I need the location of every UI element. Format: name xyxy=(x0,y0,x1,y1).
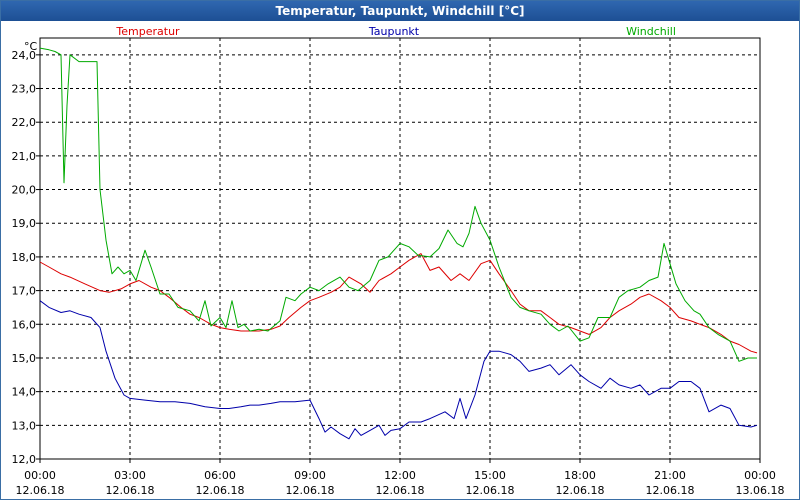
x-tick-date-label: 12.06.18 xyxy=(286,484,335,497)
grid-lines xyxy=(40,38,760,459)
x-tick-date-label: 12.06.18 xyxy=(196,484,245,497)
y-tick-label: 23,0 xyxy=(12,83,37,96)
x-tick-date-label: 12.06.18 xyxy=(106,484,155,497)
legend: Temperatur Taupunkt Windchill xyxy=(115,25,676,38)
x-tick-time-label: 03:00 xyxy=(114,469,146,482)
y-tick-label: 12,0 xyxy=(12,453,37,466)
x-axis-ticks: 00:00 12.06.18 03:00 12.06.18 06:00 12.06.18 0… xyxy=(16,459,785,497)
x-tick-time-label: 09:00 xyxy=(294,469,326,482)
y-tick-label: 13,0 xyxy=(12,419,37,432)
x-tick-time-label: 06:00 xyxy=(204,469,236,482)
legend-taupunkt: Taupunkt xyxy=(368,25,420,38)
y-axis-unit-label: °C xyxy=(24,40,38,53)
series-line-taupunkt xyxy=(39,300,758,440)
x-tick-date-label: 12.06.18 xyxy=(466,484,515,497)
x-tick-time-label: 12:00 xyxy=(384,469,416,482)
y-tick-label: 21,0 xyxy=(12,150,37,163)
x-tick-date-label: 12.06.18 xyxy=(376,484,425,497)
x-tick-time-label: 15:00 xyxy=(474,469,506,482)
y-tick-label: 18,0 xyxy=(12,251,37,264)
y-tick-label: 17,0 xyxy=(12,285,37,298)
legend-temperatur: Temperatur xyxy=(115,25,180,38)
x-tick-date-label: 13.06.18 xyxy=(736,484,785,497)
x-tick-date-label: 12.06.18 xyxy=(646,484,695,497)
chart-title: Temperatur, Taupunkt, Windchill [°C] xyxy=(1,1,799,21)
y-tick-label: 24,0 xyxy=(12,49,37,62)
x-tick-time-label: 00:00 xyxy=(24,469,56,482)
x-tick-time-label: 00:00 xyxy=(744,469,776,482)
series-line-temperatur xyxy=(39,253,758,354)
series-lines xyxy=(39,47,758,440)
y-tick-label: 15,0 xyxy=(12,352,37,365)
y-tick-label: 22,0 xyxy=(12,116,37,129)
y-tick-label: 16,0 xyxy=(12,318,37,331)
y-tick-label: 14,0 xyxy=(12,386,37,399)
legend-windchill: Windchill xyxy=(626,25,676,38)
x-tick-time-label: 21:00 xyxy=(654,469,686,482)
y-tick-label: 20,0 xyxy=(12,184,37,197)
x-tick-time-label: 18:00 xyxy=(564,469,596,482)
x-tick-date-label: 12.06.18 xyxy=(556,484,605,497)
y-axis-ticks: 12,0 13,0 14,0 15,0 16,0 17,0 18,0 19,0 20,0 21,0… xyxy=(12,49,40,466)
y-tick-label: 19,0 xyxy=(12,217,37,230)
x-tick-date-label: 12.06.18 xyxy=(16,484,65,497)
series-line-windchill xyxy=(39,47,757,362)
